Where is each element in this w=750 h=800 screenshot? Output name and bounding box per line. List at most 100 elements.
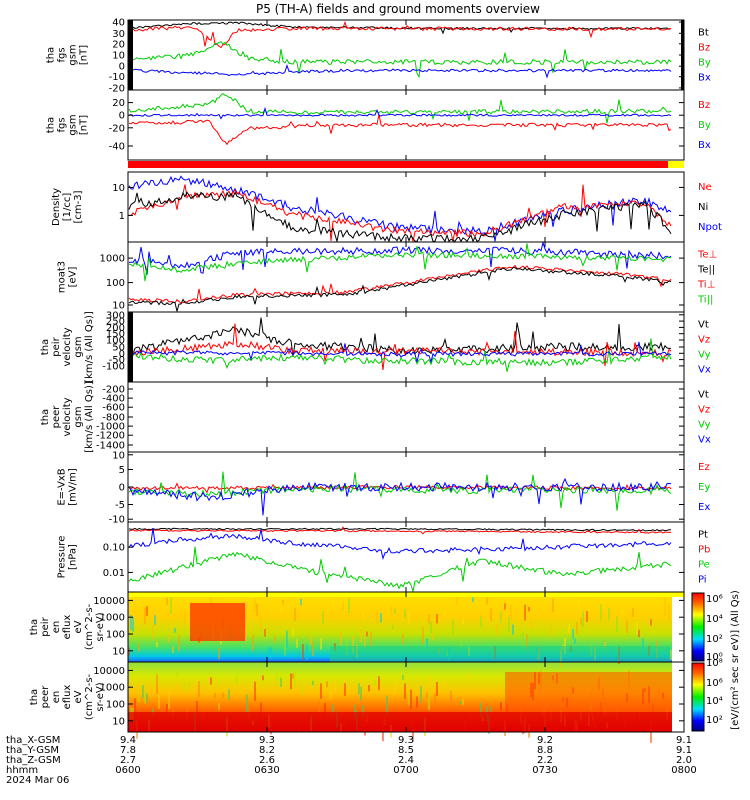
footer-value-t: 0700	[393, 765, 418, 776]
y-axis-label: tha	[46, 47, 57, 63]
footer-row-label: tha_Y-GSM	[6, 745, 59, 756]
y-tick-label: 100	[106, 630, 125, 641]
peer-spectrogram-texture	[500, 702, 502, 710]
legend-peer-velocity: Vz	[698, 405, 710, 416]
peir-spectrogram-texture	[496, 625, 498, 636]
colorbar-tick-upper: 10⁶	[706, 594, 723, 605]
peir-spectrogram-texture	[522, 632, 524, 646]
peir-low-energy-region	[330, 646, 670, 662]
mode-bar-red	[128, 161, 668, 168]
y-axis-label: gsm	[68, 44, 79, 65]
peir-spectrogram-texture	[608, 608, 610, 621]
legend-temperature: Ti⊥	[697, 280, 715, 291]
peir-spectrogram-texture	[370, 631, 372, 646]
peer-spectrogram-texture	[426, 692, 428, 698]
legend-peir-velocity: Vy	[698, 350, 711, 361]
y-tick-label: 1000	[100, 613, 125, 624]
peir-spectrogram-texture	[178, 634, 180, 652]
legend-fgs-gsm-dsl: By	[698, 120, 711, 131]
y-tick-label: 0	[119, 62, 125, 73]
peer-spectrogram-texture	[158, 695, 160, 709]
peer-spectrogram-texture	[254, 681, 256, 701]
peir-spectrogram-texture	[408, 612, 410, 624]
legend-pressure: Pt	[698, 530, 708, 541]
peer-spectrogram-texture	[318, 700, 320, 713]
peir-spectrogram-texture	[138, 643, 140, 652]
colorbar-upper	[691, 592, 705, 662]
peer-hot-region	[505, 672, 672, 712]
peir-spectrogram-texture	[480, 616, 482, 628]
peir-spectrogram-texture	[302, 644, 304, 660]
peer-spectrogram-texture	[450, 691, 452, 703]
footer-value-x: 9.2	[537, 735, 553, 746]
footer-row-label: hhmm	[6, 765, 38, 776]
peir-spectrogram-texture	[462, 618, 464, 625]
peer-spectrogram-texture	[260, 702, 262, 719]
peer-spectrogram-texture	[208, 677, 210, 683]
panel-frame-peer-velocity	[127, 381, 685, 453]
legend-peir-velocity: Vz	[698, 335, 710, 346]
peir-spectrogram-texture	[404, 609, 406, 619]
peer-spectrogram-texture	[172, 707, 174, 716]
peir-spectrogram-texture	[296, 639, 298, 648]
peer-spectrogram-texture	[416, 696, 418, 708]
y-axis-label: tha	[29, 619, 40, 635]
ni-line	[128, 191, 672, 243]
peir-spectrogram-texture	[312, 640, 314, 657]
peer-spectrogram-texture	[156, 674, 158, 695]
y-axis-label: sr-eV)	[95, 682, 106, 711]
peir-spectrogram-texture	[362, 612, 364, 618]
legend-efield: Ex	[698, 502, 710, 513]
y-axis-label: [nT]	[79, 45, 90, 65]
peer-spectrogram-texture	[324, 703, 326, 717]
y-tick-label: 20	[112, 98, 125, 109]
y-axis-label: peir	[51, 336, 62, 356]
peer-spectrogram-texture	[444, 681, 446, 686]
vz-line	[128, 323, 672, 371]
peir-spectrogram-texture	[664, 597, 666, 616]
peir-spectrogram-texture	[300, 598, 302, 606]
peer-spectrogram-texture	[428, 693, 430, 710]
peer-spectrogram-texture	[360, 686, 362, 701]
legend-fgs-gsm: Bz	[698, 43, 710, 54]
peer-spectrogram-texture	[354, 704, 356, 718]
peir-spectrogram-texture	[490, 608, 492, 622]
peir-spectrogram-texture	[132, 617, 134, 632]
peer-spectrogram-texture	[246, 694, 248, 713]
y-tick-label: -40	[109, 142, 125, 153]
peir-spectrogram-texture	[402, 634, 404, 645]
peir-spectrogram-texture	[250, 629, 252, 637]
legend-pressure: Pb	[698, 545, 710, 556]
y-axis-label: eV	[73, 690, 84, 703]
peir-spectrogram-texture	[428, 614, 430, 624]
peir-spectrogram-texture	[332, 599, 334, 611]
figure-title: P5 (TH-A) fields and ground moments over…	[256, 2, 540, 16]
footer-row-label: tha_X-GSM	[6, 735, 60, 746]
legend-efield: Ez	[698, 462, 710, 473]
y-tick-label: 10000	[93, 666, 125, 677]
peir-spectrogram-texture	[512, 624, 514, 635]
peir-spectrogram-texture	[252, 634, 254, 651]
peir-spectrogram-texture	[650, 619, 652, 626]
peer-spectrogram-texture	[262, 675, 264, 681]
peir-spectrogram-texture	[184, 610, 186, 625]
y-axis-label: Pressure	[57, 536, 68, 579]
peir-spectrogram-texture	[486, 597, 488, 605]
peer-spectrogram-texture	[196, 700, 198, 713]
y-axis-label: fgs	[57, 117, 68, 132]
legend-fgs-gsm: Bt	[698, 28, 709, 39]
peir-spectrogram-texture	[274, 636, 276, 643]
y-axis-label: gsm	[68, 114, 79, 135]
y-axis-label: [1/cc]	[62, 193, 73, 222]
peir-spectrogram-texture	[322, 611, 324, 624]
peer-spectrogram-texture	[320, 683, 322, 699]
y-tick-label: 300	[106, 310, 125, 321]
footer-value-z: 2.4	[398, 755, 414, 766]
colorbar-label: [eV/(cm² sec sr eV)] (All Qs)	[730, 590, 741, 730]
peer-spectrogram-texture	[358, 683, 360, 695]
peer-spectrogram-texture	[168, 690, 170, 709]
peir-spectrogram-texture	[166, 597, 168, 606]
peer-spectrogram-texture	[280, 677, 282, 687]
peir-spectrogram-texture	[286, 630, 288, 649]
